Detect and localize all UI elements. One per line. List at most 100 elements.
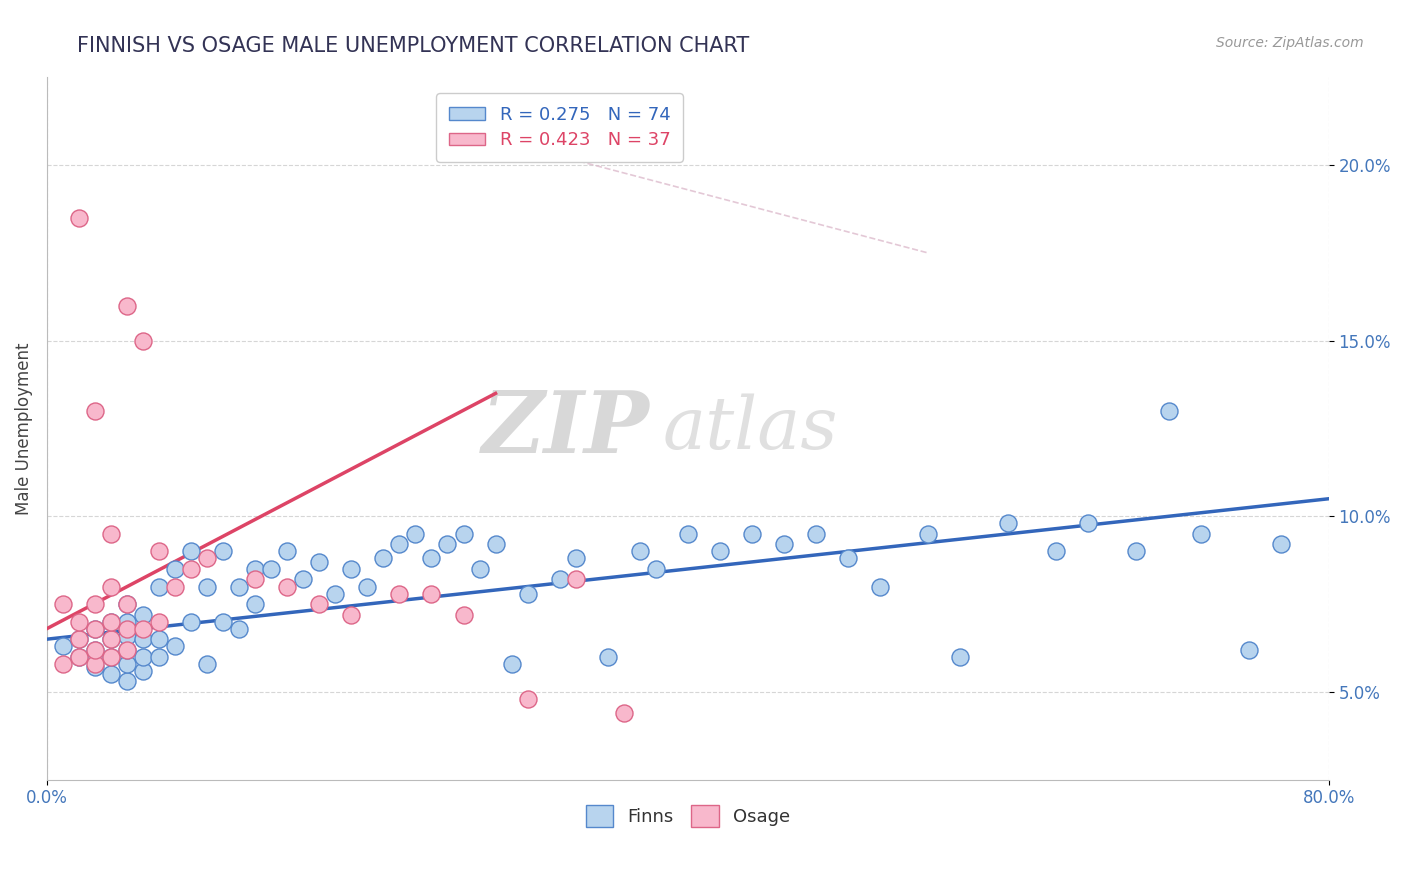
Point — [52, 597, 75, 611]
Point — [67, 615, 90, 629]
Point — [180, 544, 202, 558]
Point — [596, 649, 619, 664]
Point — [84, 642, 107, 657]
Point — [340, 562, 363, 576]
Point — [67, 649, 90, 664]
Point — [564, 551, 586, 566]
Point — [245, 573, 267, 587]
Point — [100, 632, 122, 647]
Point — [245, 562, 267, 576]
Point — [1237, 642, 1260, 657]
Point — [100, 649, 122, 664]
Text: FINNISH VS OSAGE MALE UNEMPLOYMENT CORRELATION CHART: FINNISH VS OSAGE MALE UNEMPLOYMENT CORRE… — [77, 36, 749, 55]
Point — [165, 580, 187, 594]
Point — [308, 555, 330, 569]
Point — [773, 537, 796, 551]
Point — [115, 629, 138, 643]
Point — [115, 597, 138, 611]
Point — [516, 586, 538, 600]
Point — [132, 622, 155, 636]
Point — [949, 649, 972, 664]
Point — [292, 573, 315, 587]
Point — [837, 551, 859, 566]
Point — [1189, 526, 1212, 541]
Point — [52, 657, 75, 671]
Text: atlas: atlas — [662, 393, 838, 464]
Point — [388, 537, 411, 551]
Point — [228, 622, 250, 636]
Point — [115, 597, 138, 611]
Point — [548, 573, 571, 587]
Point — [356, 580, 378, 594]
Point — [804, 526, 827, 541]
Point — [613, 706, 636, 720]
Point — [420, 586, 443, 600]
Point — [484, 537, 506, 551]
Point — [676, 526, 699, 541]
Point — [100, 667, 122, 681]
Point — [165, 562, 187, 576]
Point — [436, 537, 458, 551]
Point — [195, 551, 218, 566]
Point — [453, 526, 475, 541]
Point — [100, 649, 122, 664]
Point — [564, 573, 586, 587]
Point — [628, 544, 651, 558]
Point — [276, 544, 298, 558]
Point — [115, 642, 138, 657]
Point — [132, 664, 155, 678]
Point — [115, 299, 138, 313]
Text: ZIP: ZIP — [481, 387, 650, 470]
Point — [420, 551, 443, 566]
Point — [148, 544, 170, 558]
Point — [84, 660, 107, 674]
Point — [115, 615, 138, 629]
Point — [1045, 544, 1067, 558]
Point — [516, 691, 538, 706]
Point — [100, 632, 122, 647]
Point — [67, 632, 90, 647]
Point — [468, 562, 491, 576]
Point — [115, 674, 138, 689]
Text: Source: ZipAtlas.com: Source: ZipAtlas.com — [1216, 36, 1364, 50]
Point — [453, 607, 475, 622]
Point — [84, 622, 107, 636]
Point — [67, 211, 90, 225]
Point — [276, 580, 298, 594]
Point — [148, 649, 170, 664]
Point — [404, 526, 426, 541]
Point — [260, 562, 283, 576]
Point — [132, 607, 155, 622]
Point — [148, 615, 170, 629]
Point — [195, 580, 218, 594]
Point — [245, 597, 267, 611]
Point — [709, 544, 731, 558]
Point — [1270, 537, 1292, 551]
Point — [84, 597, 107, 611]
Point — [373, 551, 395, 566]
Point — [100, 615, 122, 629]
Point — [132, 334, 155, 348]
Point — [869, 580, 891, 594]
Point — [180, 615, 202, 629]
Point — [100, 615, 122, 629]
Legend: Finns, Osage: Finns, Osage — [578, 797, 797, 834]
Point — [340, 607, 363, 622]
Point — [84, 404, 107, 418]
Point — [115, 622, 138, 636]
Point — [1157, 404, 1180, 418]
Point — [388, 586, 411, 600]
Point — [180, 562, 202, 576]
Point — [67, 649, 90, 664]
Point — [1077, 516, 1099, 531]
Point — [84, 642, 107, 657]
Point — [741, 526, 763, 541]
Point — [212, 544, 235, 558]
Point — [148, 580, 170, 594]
Point — [115, 657, 138, 671]
Point — [148, 632, 170, 647]
Point — [501, 657, 523, 671]
Point — [1125, 544, 1147, 558]
Point — [100, 580, 122, 594]
Point — [195, 657, 218, 671]
